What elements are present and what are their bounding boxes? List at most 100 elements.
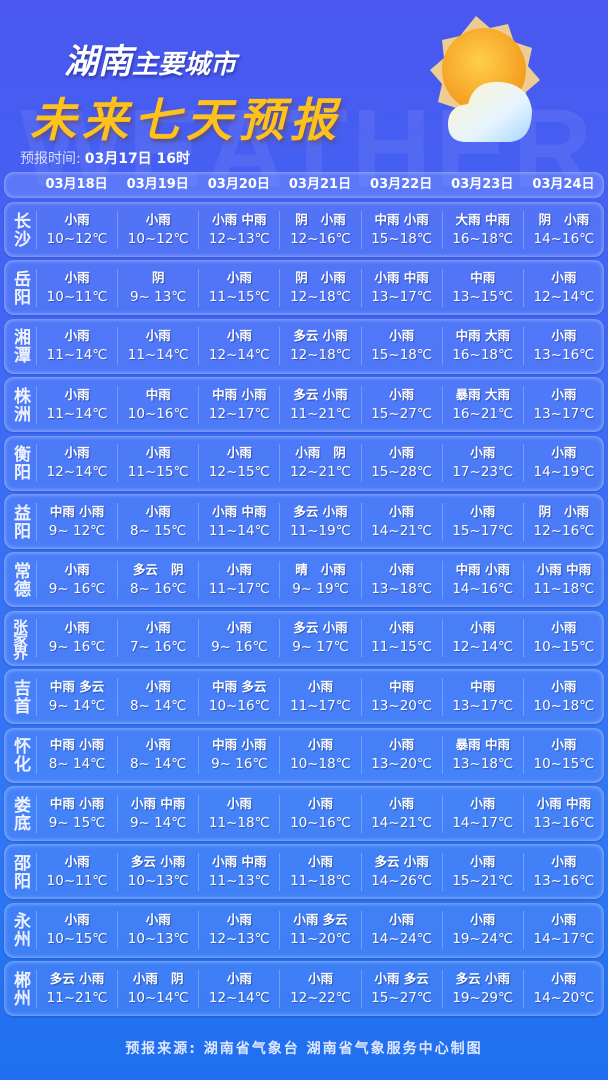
city-name: 怀化 [10,737,30,774]
weather-condition: 多云 阴 [132,561,184,577]
city-name: 吉首 [10,678,30,715]
temperature-range: 14~17℃ [533,931,595,948]
weather-condition: 多云 小雨 [49,970,105,986]
weather-condition: 小雨 [389,328,415,344]
forecast-cell: 小雨 阴 10~14℃ [117,969,198,1008]
date-header: 03月23日 [451,177,514,192]
weather-condition: 小雨 中雨 [212,503,267,519]
forecast-cell: 小雨 10~11℃ [36,268,117,307]
city-row: 湘潭 小雨 11~14℃ 小雨 11~14℃ 小雨 12~14℃ 多云 小雨 12~18℃ 小雨 1… [4,318,604,374]
temperature-range: 15~27℃ [371,405,433,422]
city-name: 株洲 [10,386,30,423]
temperature-range: 11~21℃ [290,405,351,422]
temperature-range: 10~11℃ [46,288,108,305]
temperature-range: 9~ 16℃ [48,580,106,597]
forecast-cell: 小雨 11~17℃ [198,560,279,599]
temperature-range: 17~23℃ [452,464,514,481]
temperature-range: 19~24℃ [452,931,514,948]
weather-condition: 小雨 [551,912,577,928]
temperature-range: 12~15℃ [208,464,270,481]
forecast-cell: 多云 小雨 11~21℃ [279,385,360,424]
city-name: 长沙 [10,211,30,248]
city-row: 永州 小雨 10~15℃ 小雨 10~13℃ 小雨 12~13℃ 小雨 多云 11~20℃ 小雨 1… [4,902,604,958]
forecast-cell: 中雨 多云 10~16℃ [198,677,279,716]
temperature-range: 13~20℃ [371,697,433,714]
forecast-cell: 中雨 13~17℃ [441,677,523,716]
forecast-cell: 小雨 10~18℃ [279,736,360,775]
weather-condition: 中雨 小雨 [374,211,429,227]
temperature-range: 10~15℃ [533,639,595,656]
temperature-range: 11~14℃ [208,522,270,539]
city-row: 邵阳 小雨 10~11℃ 多云 小雨 10~13℃ 小雨 中雨 11~13℃ 小雨 11~18℃… [4,844,604,900]
forecast-cell: 中雨 小雨 12~17℃ [198,385,279,424]
temperature-range: 11~18℃ [208,814,270,831]
temperature-range: 16~18℃ [452,230,514,247]
forecast-cell: 小雨 12~14℃ [36,444,117,483]
forecast-cell: 阴 9~ 13℃ [117,268,198,307]
date-header: 03月20日 [207,177,270,192]
weather-condition: 小雨 中雨 [131,795,186,811]
forecast-cell: 小雨 11~14℃ [117,327,198,366]
weather-condition: 小雨 中雨 [536,795,592,811]
title-province: 湖南 [64,42,132,82]
temperature-range: 11~20℃ [290,931,351,948]
weather-condition: 暴雨 大雨 [455,386,510,402]
forecast-cell: 小雨 12~14℃ [522,268,604,307]
forecast-cell: 小雨 11~15℃ [117,444,198,483]
temperature-range: 8~ 15℃ [129,522,187,539]
forecast-cell: 小雨 12~14℃ [198,327,279,366]
forecast-cell: 小雨 10~12℃ [117,210,198,249]
weather-condition: 小雨 [64,853,90,869]
city-row: 怀化 中雨 小雨 8~ 14℃ 小雨 8~ 14℃ 中雨 小雨 9~ 16℃ 小雨 10~18℃… [4,727,604,783]
city-row: 娄底 中雨 小雨 9~ 15℃ 小雨 中雨 9~ 14℃ 小雨 11~18℃ 小雨 10~16℃… [4,786,604,841]
forecast-cell: 小雨 14~17℃ [441,794,523,833]
date-header-row: 03月18日 03月19日 03月20日 03月21日 03月22日 03月23日 03月2… [4,172,604,198]
footer-source: 预报来源: 湖南省气象台 湖南省气象服务中心制图 [125,1041,483,1057]
temperature-range: 13~16℃ [533,347,595,364]
weather-condition: 中雨 [470,269,496,285]
weather-condition: 中雨 小雨 [49,503,105,519]
forecast-cell: 小雨 8~ 15℃ [117,502,198,541]
forecast-cell: 暴雨 大雨 16~21℃ [441,385,523,424]
forecast-cell: 小雨 11~14℃ [36,385,117,424]
forecast-cell: 小雨 14~20℃ [522,969,604,1008]
forecast-cell: 小雨 14~21℃ [360,794,442,833]
weather-condition: 小雨 [226,912,252,928]
weather-condition: 小雨 [389,620,415,636]
temperature-range: 9~ 14℃ [48,697,106,714]
temperature-range: 11~13℃ [208,872,270,889]
temperature-range: 11~21℃ [46,989,108,1006]
forecast-cell: 小雨 13~16℃ [522,327,604,366]
weather-condition: 小雨 [64,328,90,344]
weather-condition: 小雨 [64,211,90,227]
city-row: 常德 小雨 9~ 16℃ 多云 阴 8~ 16℃ 小雨 11~17℃ 晴 小雨 9~ 19℃ 小雨… [4,552,604,608]
forecast-cell: 阴 小雨 14~16℃ [522,210,604,249]
temperature-range: 10~16℃ [127,405,189,422]
weather-condition: 小雨 [145,912,171,928]
forecast-cell: 中雨 大雨 16~18℃ [441,327,523,366]
temperature-range: 11~14℃ [127,347,189,364]
weather-condition: 小雨 [307,737,333,753]
temperature-range: 10~13℃ [127,931,189,948]
weather-condition: 中雨 [389,678,415,694]
forecast-cell: 阴 小雨 12~16℃ [522,502,604,541]
weather-condition: 多云 小雨 [293,386,348,402]
weather-condition: 小雨 多云 [293,912,348,928]
weather-condition: 阴 小雨 [538,211,590,227]
weather-condition: 阴 小雨 [538,503,590,519]
weather-condition: 小雨 [389,386,415,402]
forecast-cell: 小雨 12~22℃ [279,969,360,1008]
weather-condition: 中雨 小雨 [49,737,105,753]
weather-condition: 小雨 中雨 [374,269,429,285]
temperature-range: 13~18℃ [371,580,433,597]
temperature-range: 9~ 16℃ [211,756,268,773]
weather-condition: 小雨 [551,269,577,285]
forecast-cell: 多云 小雨 11~19℃ [279,502,360,541]
temperature-range: 9~ 16℃ [211,639,268,656]
forecast-cell: 中雨 小雨 15~18℃ [360,210,442,249]
temperature-range: 10~18℃ [533,697,595,714]
city-row: 益阳 中雨 小雨 9~ 12℃ 小雨 8~ 15℃ 小雨 中雨 11~14℃ 多云 小雨 11~… [4,494,604,549]
temperature-range: 11~15℃ [371,639,433,656]
weather-condition: 小雨 [389,445,415,461]
city-name: 衡阳 [10,445,30,482]
